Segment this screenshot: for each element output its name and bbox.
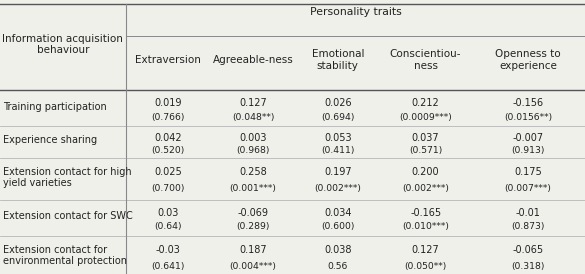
Text: Experience sharing: Experience sharing: [3, 135, 97, 145]
Text: -0.03: -0.03: [156, 245, 181, 255]
Text: (0.318): (0.318): [511, 262, 545, 271]
Text: (0.571): (0.571): [409, 145, 442, 155]
Text: 0.003: 0.003: [239, 133, 267, 143]
Text: 0.56: 0.56: [328, 262, 348, 271]
Text: Information acquisition
behaviour: Information acquisition behaviour: [2, 34, 123, 55]
Text: 0.038: 0.038: [324, 245, 352, 255]
Text: 0.187: 0.187: [239, 245, 267, 255]
Text: -0.156: -0.156: [512, 98, 543, 108]
Text: 0.258: 0.258: [239, 167, 267, 177]
Text: (0.0156**): (0.0156**): [504, 113, 552, 121]
Text: -0.069: -0.069: [238, 208, 269, 218]
Text: 0.019: 0.019: [154, 98, 182, 108]
Text: Extension contact for
environmental protection: Extension contact for environmental prot…: [3, 245, 127, 266]
Text: (0.007***): (0.007***): [504, 184, 552, 193]
Text: 0.053: 0.053: [324, 133, 352, 143]
Text: 0.026: 0.026: [324, 98, 352, 108]
Text: 0.025: 0.025: [154, 167, 182, 177]
Text: (0.289): (0.289): [236, 222, 270, 231]
Text: 0.037: 0.037: [412, 133, 439, 143]
Text: (0.002***): (0.002***): [402, 184, 449, 193]
Text: -0.007: -0.007: [512, 133, 543, 143]
Text: (0.010***): (0.010***): [402, 222, 449, 231]
Text: 0.127: 0.127: [239, 98, 267, 108]
Text: (0.968): (0.968): [236, 145, 270, 155]
Text: (0.001***): (0.001***): [229, 184, 277, 193]
Text: Training participation: Training participation: [3, 102, 106, 112]
Text: (0.873): (0.873): [511, 222, 545, 231]
Text: -0.065: -0.065: [512, 245, 543, 255]
Text: 0.212: 0.212: [412, 98, 439, 108]
Text: (0.048**): (0.048**): [232, 113, 274, 121]
Text: 0.197: 0.197: [324, 167, 352, 177]
Text: 0.034: 0.034: [324, 208, 352, 218]
Text: Agreeable-ness: Agreeable-ness: [212, 55, 294, 65]
Text: (0.600): (0.600): [321, 222, 355, 231]
Text: 0.042: 0.042: [154, 133, 182, 143]
Text: (0.64): (0.64): [154, 222, 182, 231]
Text: (0.700): (0.700): [152, 184, 185, 193]
Text: Conscientiou-
ness: Conscientiou- ness: [390, 50, 462, 71]
Text: (0.004***): (0.004***): [229, 262, 277, 271]
Text: (0.050**): (0.050**): [404, 262, 447, 271]
Text: (0.411): (0.411): [321, 145, 355, 155]
Text: Extraversion: Extraversion: [135, 55, 201, 65]
Text: 0.175: 0.175: [514, 167, 542, 177]
Text: (0.641): (0.641): [152, 262, 185, 271]
Text: (0.694): (0.694): [321, 113, 355, 121]
Text: (0.0009***): (0.0009***): [399, 113, 452, 121]
Text: (0.520): (0.520): [152, 145, 185, 155]
Text: Emotional
stability: Emotional stability: [312, 50, 364, 71]
Text: (0.766): (0.766): [152, 113, 185, 121]
Text: -0.165: -0.165: [410, 208, 441, 218]
Text: Personality traits: Personality traits: [309, 7, 401, 17]
Text: 0.127: 0.127: [412, 245, 439, 255]
Text: (0.002***): (0.002***): [314, 184, 362, 193]
Text: -0.01: -0.01: [515, 208, 541, 218]
Text: 0.03: 0.03: [157, 208, 179, 218]
Text: Openness to
experience: Openness to experience: [495, 50, 561, 71]
Text: (0.913): (0.913): [511, 145, 545, 155]
Text: 0.200: 0.200: [412, 167, 439, 177]
Text: Extension contact for high
yield varieties: Extension contact for high yield varieti…: [3, 167, 132, 188]
Text: Extension contact for SWC: Extension contact for SWC: [3, 212, 133, 221]
